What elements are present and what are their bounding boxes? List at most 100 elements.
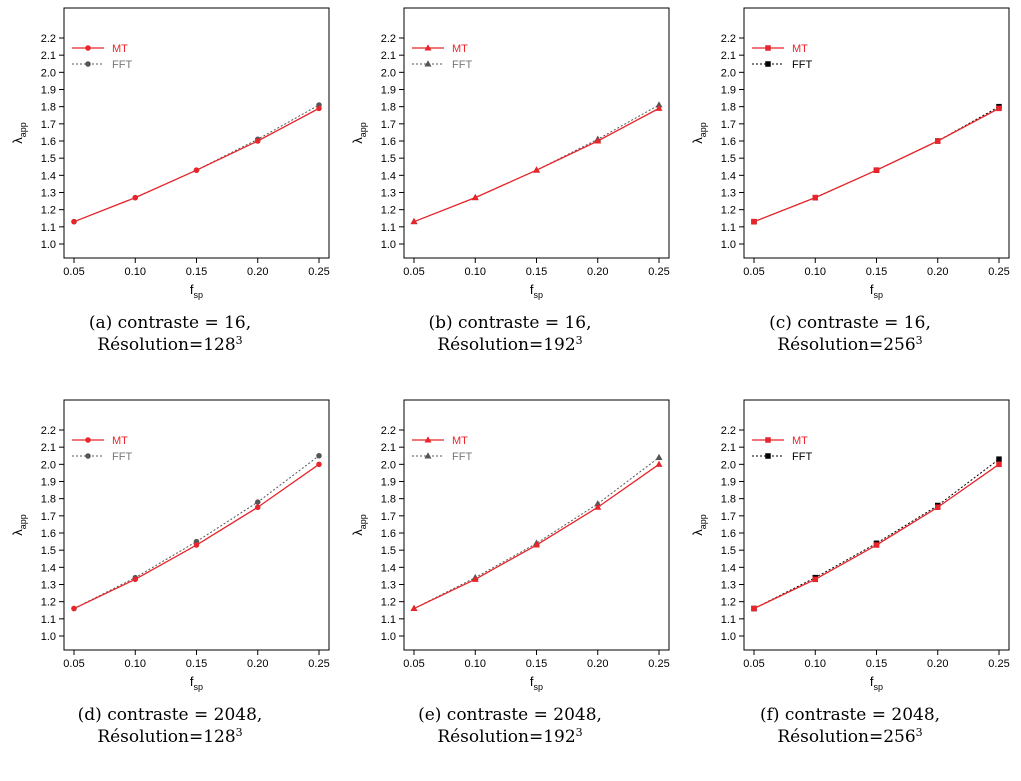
y-tick-label: 1.0: [41, 631, 56, 643]
y-tick-label: 1.6: [41, 528, 56, 540]
series-fft: [410, 453, 663, 612]
x-tick-label: 0.20: [927, 266, 948, 278]
y-tick-label: 1.0: [41, 239, 56, 251]
series-line-mt: [73, 463, 320, 610]
data-point-mt: [193, 167, 200, 173]
data-point-fft: [316, 453, 322, 459]
series-mt: [751, 105, 1002, 225]
legend: MT FFT: [412, 435, 472, 463]
x-axis-label: fsp: [530, 674, 543, 692]
data-point-mt: [132, 194, 138, 201]
caption-line-1: (d) contraste = 2048,: [77, 705, 263, 725]
series-mt: [410, 104, 663, 225]
legend-label-fft: FFT: [452, 451, 472, 463]
legend-marker-mt: [85, 45, 91, 51]
subfigure-d: 0.05 0.10 0.15 0.20 0.25 1.0 1.1 1.2 1.3 1.4 1.5 1.…: [0, 392, 340, 781]
y-tick-label: 1.6: [721, 136, 736, 148]
subfigure-b: 0.05 0.10 0.15 0.20 0.25 1.0 1.1 1.2 1.3 1.4 1.5 1.…: [340, 0, 680, 389]
y-tick-label: 1.6: [721, 528, 736, 540]
x-tick-label: 0.05: [743, 266, 764, 278]
y-axis-label: λapp: [10, 122, 28, 144]
y-tick-label: 1.7: [381, 511, 396, 523]
subfigure-e: 0.05 0.10 0.15 0.20 0.25 1.0 1.1 1.2 1.3 1.4 1.5 1.…: [340, 392, 680, 781]
caption-line-2: Résolution=1923: [437, 726, 583, 747]
y-tick-label: 1.5: [381, 153, 396, 165]
data-point-mt: [71, 605, 77, 612]
x-tick-label: 0.20: [587, 266, 608, 278]
subfigure-c: 0.05 0.10 0.15 0.20 0.25 1.0 1.1 1.2 1.3 1.4 1.5 1.…: [680, 0, 1020, 389]
legend-marker-fft: [765, 453, 771, 459]
y-tick-label: 1.2: [41, 597, 56, 609]
legend-marker-mt: [424, 44, 432, 51]
y-tick-label: 1.5: [721, 153, 736, 165]
series-line-fft: [73, 104, 320, 223]
y-axis-label-subscript: app: [698, 122, 708, 137]
x-tick-label: 0.25: [648, 658, 669, 670]
data-point-mt: [935, 504, 941, 510]
caption-line-2: Résolution=2563: [777, 334, 923, 355]
y-tick-label: 1.7: [41, 119, 56, 131]
y-axis-label: λapp: [690, 514, 708, 536]
caption-line-1: (c) contraste = 16,: [769, 313, 931, 333]
y-tick-label: 1.6: [41, 136, 56, 148]
data-point-fft: [996, 456, 1002, 462]
x-tick-label: 0.25: [308, 658, 329, 670]
legend-marker-fft: [765, 61, 771, 67]
data-point-mt: [255, 504, 261, 510]
line-chart-b: 0.05 0.10 0.15 0.20 0.25 1.0 1.1 1.2 1.3 1.4 1.5 1.…: [350, 7, 670, 300]
data-point-mt: [410, 604, 418, 612]
legend: MT FFT: [72, 43, 132, 71]
y-tick-label: 2.1: [41, 50, 56, 62]
data-point-mt: [873, 167, 880, 173]
data-point-mt: [751, 605, 757, 612]
caption-b: (b) contraste = 16, Résolution=1923: [340, 312, 680, 356]
caption-line-1: (f) contraste = 2048,: [759, 705, 941, 725]
x-tick-label: 0.25: [988, 658, 1009, 670]
legend: MT FFT: [412, 43, 472, 71]
y-tick-label: 1.5: [41, 153, 56, 165]
data-point-mt: [873, 542, 880, 548]
y-tick-label: 1.8: [41, 102, 56, 114]
caption-c: (c) contraste = 16, Résolution=2563: [680, 312, 1020, 356]
x-tick-label: 0.10: [125, 658, 146, 670]
y-tick-label: 2.0: [381, 67, 396, 79]
y-tick-label: 1.4: [41, 562, 56, 574]
y-axis-label-subscript: app: [358, 514, 368, 529]
y-tick-label: 2.1: [381, 442, 396, 454]
y-tick-label: 2.1: [381, 50, 396, 62]
y-tick-label: 1.8: [721, 102, 736, 114]
x-tick-label: 0.10: [125, 266, 146, 278]
caption-f: (f) contraste = 2048, Résolution=2563: [680, 704, 1020, 748]
caption-line-2: Résolution=1923: [437, 334, 583, 355]
data-point-mt: [812, 576, 818, 583]
y-tick-label: 1.1: [41, 222, 56, 234]
data-point-mt: [255, 138, 261, 144]
x-axis-label-subscript: sp: [194, 290, 204, 300]
y-tick-label: 2.2: [41, 33, 56, 45]
data-point-mt: [471, 575, 479, 582]
y-tick-label: 1.2: [41, 205, 56, 217]
legend-label-mt: MT: [112, 43, 128, 55]
legend-marker-mt: [765, 45, 771, 51]
y-tick-label: 1.9: [721, 85, 736, 97]
y-tick-label: 2.0: [721, 67, 736, 79]
data-point-mt: [655, 460, 663, 467]
y-axis-label-subscript: app: [18, 514, 28, 529]
legend: MT FFT: [752, 435, 812, 463]
data-point-mt: [410, 217, 418, 225]
legend-marker-mt: [424, 436, 432, 443]
data-point-mt: [193, 542, 200, 548]
legend-marker-fft: [424, 60, 432, 67]
y-tick-label: 1.4: [721, 562, 736, 574]
caption-a: (a) contraste = 16, Résolution=1283: [0, 312, 340, 356]
legend-label-fft: FFT: [792, 451, 812, 463]
y-tick-label: 1.3: [381, 188, 396, 200]
y-axis-label: λapp: [10, 514, 28, 536]
series-mt: [71, 461, 322, 612]
legend-marker-mt: [765, 437, 771, 443]
y-tick-label: 1.8: [41, 494, 56, 506]
y-axis-label: λapp: [350, 122, 368, 144]
x-tick-label: 0.10: [805, 658, 826, 670]
plot-frame: [63, 399, 330, 651]
x-tick-label: 0.25: [988, 266, 1009, 278]
